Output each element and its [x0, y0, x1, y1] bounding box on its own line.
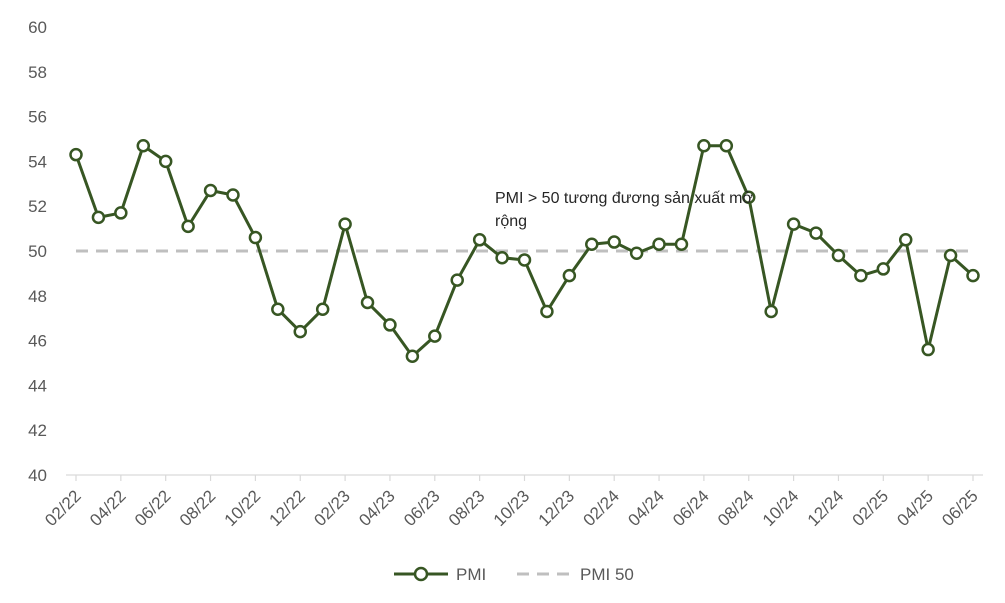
x-tick-label: 02/23 — [310, 486, 354, 530]
legend: PMI PMI 50 — [394, 565, 634, 584]
pmi-point — [966, 268, 980, 283]
pmi-point — [293, 324, 307, 339]
legend-pmi50-label: PMI 50 — [580, 565, 634, 584]
annotation-line-1: PMI > 50 tương đương sản xuất mở — [495, 190, 753, 207]
pmi-point — [674, 237, 689, 252]
pmi-point — [517, 253, 532, 267]
pmi-point — [697, 138, 711, 153]
x-tick-label: 10/22 — [221, 486, 265, 530]
pmi-point — [585, 237, 599, 252]
x-tick-label: 04/24 — [624, 486, 668, 530]
x-tick-label: 02/22 — [41, 486, 85, 530]
x-tick-label: 06/23 — [400, 486, 444, 530]
pmi-point — [898, 233, 913, 247]
legend-pmi-label: PMI — [456, 565, 486, 584]
legend-item-pmi: PMI — [394, 565, 486, 584]
x-tick-label: 06/22 — [131, 486, 175, 530]
y-tick-label: 60 — [28, 18, 47, 37]
y-tick-label: 52 — [28, 197, 47, 216]
pmi-point — [248, 230, 263, 245]
x-tick-label: 10/24 — [759, 486, 803, 530]
x-tick-label: 08/22 — [176, 486, 220, 530]
x-tick-label: 08/24 — [714, 486, 758, 530]
pmi-point — [809, 226, 823, 240]
y-tick-label: 56 — [28, 108, 47, 127]
x-tick-label: 12/23 — [535, 486, 579, 530]
pmi-point — [69, 147, 83, 162]
y-tick-label: 46 — [28, 332, 47, 351]
pmi-point — [764, 304, 778, 319]
pmi-point — [831, 248, 846, 263]
pmi-point — [786, 217, 801, 231]
pmi-point — [271, 302, 285, 316]
pmi-point — [91, 210, 106, 225]
x-tick-label: 02/24 — [580, 486, 624, 530]
x-axis: 02/22 04/22 06/22 08/22 10/22 12/22 02/23 04/23… — [41, 474, 983, 530]
pmi-point — [495, 250, 509, 265]
pmi-point — [652, 237, 666, 252]
pmi-point — [315, 302, 330, 316]
pmi-point — [943, 248, 958, 263]
pmi-point — [136, 138, 151, 153]
y-tick-label: 48 — [28, 287, 47, 306]
x-tick-label: 10/23 — [490, 486, 534, 530]
x-tick-label: 04/23 — [355, 486, 399, 530]
pmi-point — [158, 154, 173, 169]
y-tick-label: 58 — [28, 63, 47, 82]
pmi-point — [719, 138, 734, 153]
pmi-point — [360, 295, 375, 310]
pmi-point — [114, 206, 128, 220]
pmi-point — [876, 262, 891, 276]
legend-pmi-swatch-marker — [413, 566, 429, 582]
x-tick-label: 04/25 — [893, 486, 937, 530]
pmi-point — [181, 219, 195, 234]
pmi-point — [540, 304, 554, 319]
x-tick-label: 08/23 — [445, 486, 489, 530]
x-tick-label: 12/24 — [804, 486, 848, 530]
pmi-point — [742, 190, 756, 204]
x-tick-label: 02/25 — [849, 486, 893, 530]
pmi-point — [428, 329, 442, 343]
annotation-line-2: rộng — [495, 213, 527, 230]
pmi-point — [338, 217, 352, 231]
x-tick-label: 06/24 — [669, 486, 713, 530]
x-tick-label: 04/22 — [86, 486, 130, 530]
x-tick-label: 12/22 — [266, 486, 310, 530]
pmi-point — [921, 342, 935, 357]
pmi-point — [203, 183, 218, 198]
pmi-point — [383, 318, 397, 332]
pmi-point — [854, 268, 868, 283]
y-tick-label: 44 — [28, 376, 47, 395]
y-axis: 40 42 44 46 48 50 52 54 56 58 60 — [28, 18, 47, 485]
pmi-point — [562, 268, 577, 283]
pmi-point — [450, 273, 464, 287]
y-tick-label: 54 — [28, 152, 47, 171]
pmi-point — [472, 233, 487, 247]
y-tick-label: 50 — [28, 242, 47, 261]
legend-item-pmi-50: PMI 50 — [517, 565, 634, 584]
x-tick-label: 06/25 — [938, 486, 982, 530]
y-tick-label: 40 — [28, 466, 47, 485]
pmi-point — [405, 349, 420, 364]
series-layer — [69, 138, 980, 364]
pmi-point — [629, 246, 644, 260]
y-tick-label: 42 — [28, 421, 47, 440]
pmi-point — [226, 188, 240, 202]
pmi-point — [607, 235, 621, 249]
